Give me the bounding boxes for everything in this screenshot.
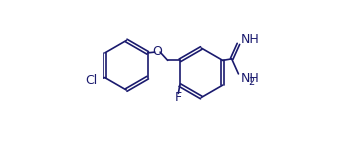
Text: Cl: Cl [85, 74, 97, 87]
Text: NH: NH [241, 33, 260, 46]
Text: NH: NH [241, 72, 260, 85]
Text: 2: 2 [248, 77, 254, 87]
Text: O: O [152, 45, 162, 58]
Text: F: F [175, 91, 182, 104]
